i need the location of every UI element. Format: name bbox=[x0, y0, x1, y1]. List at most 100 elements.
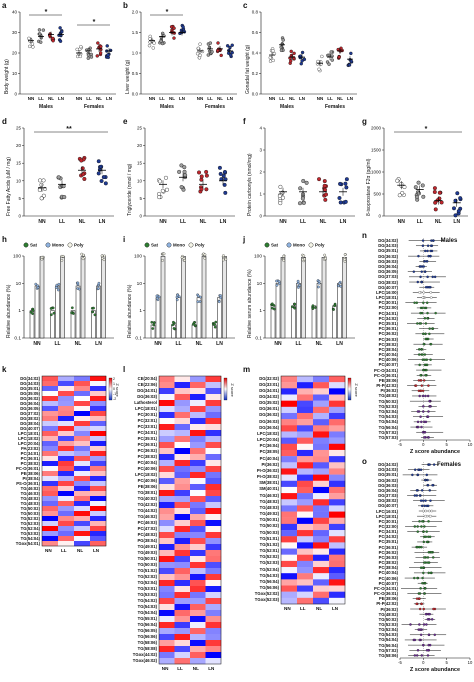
heatmap-frame bbox=[280, 375, 346, 605]
heatmap-cell bbox=[174, 622, 191, 629]
heatmap-cell bbox=[329, 443, 346, 451]
data-point bbox=[82, 176, 87, 181]
z-legend-tick: 1 bbox=[113, 382, 115, 386]
data-point bbox=[416, 525, 419, 528]
heatmap-row-label: TG(52:02) bbox=[20, 515, 40, 521]
data-point bbox=[402, 185, 407, 190]
heatmap-cell bbox=[205, 604, 222, 611]
data-point bbox=[423, 436, 426, 439]
heatmap-cell bbox=[281, 573, 298, 580]
data-point bbox=[217, 300, 221, 304]
heatmap-cell bbox=[205, 538, 222, 545]
data-point bbox=[429, 358, 432, 361]
data-point bbox=[51, 36, 55, 41]
data-point bbox=[323, 253, 326, 257]
y-tick-label: 15 bbox=[16, 161, 22, 166]
data-point bbox=[413, 638, 417, 642]
data-point bbox=[414, 384, 418, 387]
y-tick-label: 500 bbox=[373, 192, 381, 197]
data-point bbox=[34, 282, 38, 286]
heatmap-row-label: TG(58:08) bbox=[137, 645, 157, 651]
y-tick-label: 0.5 bbox=[132, 71, 139, 76]
legend-label: Mono bbox=[173, 243, 185, 248]
group-label: NL bbox=[435, 219, 442, 225]
y-tick-label: 0.4 bbox=[252, 51, 259, 56]
data-point bbox=[423, 581, 427, 585]
legend-swatch-sat bbox=[23, 242, 29, 248]
heatmap-cell bbox=[329, 542, 346, 549]
data-point bbox=[323, 192, 328, 197]
data-point bbox=[422, 623, 426, 626]
heatmap-cell bbox=[205, 376, 222, 383]
heatmap-cell bbox=[74, 416, 91, 422]
y-tick-label: 10 bbox=[12, 71, 18, 76]
data-point bbox=[103, 181, 108, 186]
heatmap-cell bbox=[190, 562, 206, 569]
heatmap-cell bbox=[205, 658, 222, 665]
heatmap-column-label: LL bbox=[177, 666, 183, 671]
data-point bbox=[413, 494, 417, 497]
heatmap-cell bbox=[297, 443, 314, 451]
data-point bbox=[179, 163, 184, 168]
legend-label: Poly bbox=[315, 243, 325, 248]
data-point bbox=[429, 499, 432, 502]
data-point bbox=[207, 45, 212, 50]
heatmap-cell bbox=[190, 460, 206, 467]
heatmap-cell bbox=[174, 400, 191, 407]
group-label: NL bbox=[200, 219, 207, 225]
y-tick-label: 1500 bbox=[371, 148, 382, 153]
data-point bbox=[426, 275, 429, 279]
group-label: NL bbox=[316, 341, 323, 347]
heatmap-row-label: DG(34:01) bbox=[259, 387, 279, 393]
y-tick-label: 0 bbox=[18, 214, 21, 219]
data-point bbox=[101, 175, 106, 180]
heatmap-row-label: TG(53:02) bbox=[20, 530, 40, 536]
group-label: LL bbox=[180, 219, 186, 225]
forest-row-label: LPC(16:01) bbox=[376, 508, 398, 514]
heatmap-cell bbox=[90, 506, 107, 512]
forest-row-label: PC(32:00) bbox=[378, 305, 398, 311]
heatmap-cell bbox=[313, 406, 330, 414]
heatmap-row-label: PI(38:04) bbox=[22, 475, 40, 481]
group-label: NL bbox=[337, 96, 343, 101]
data-point bbox=[418, 494, 422, 497]
data-point bbox=[222, 169, 227, 174]
data-point bbox=[423, 306, 427, 310]
heatmap-row-label: PC(40:06) bbox=[137, 477, 157, 483]
heatmap-cell bbox=[58, 461, 75, 467]
heatmap-row-label: DG(40:07) bbox=[20, 425, 40, 431]
data-point bbox=[421, 306, 424, 310]
data-point bbox=[421, 244, 425, 247]
heatmap-cell bbox=[42, 391, 59, 397]
heatmap-cell bbox=[190, 568, 206, 575]
heatmap-cell bbox=[42, 416, 59, 422]
heatmap-cell bbox=[190, 520, 206, 527]
data-point bbox=[426, 244, 430, 247]
data-point bbox=[427, 504, 430, 508]
forest-row-label: TG(56:04) bbox=[378, 424, 398, 430]
heatmap-cell bbox=[281, 431, 298, 438]
heatmap-cell bbox=[42, 541, 59, 547]
data-point bbox=[230, 43, 234, 47]
y-tick-label: 1.0 bbox=[132, 51, 139, 56]
x-axis-label: Z score abundance bbox=[410, 667, 460, 673]
data-point bbox=[198, 300, 202, 303]
panel-letter-m: m bbox=[243, 365, 251, 374]
data-point bbox=[418, 363, 421, 367]
heatmap-cell bbox=[159, 586, 175, 593]
data-point bbox=[424, 612, 428, 616]
heatmap-cell bbox=[159, 394, 175, 401]
forest-row-label: PC(35:01) bbox=[378, 539, 398, 545]
data-point bbox=[419, 633, 423, 637]
heatmap-cell bbox=[58, 391, 75, 397]
data-point bbox=[422, 499, 425, 502]
data-point bbox=[99, 164, 104, 169]
heatmap-cell bbox=[58, 521, 75, 527]
data-point bbox=[96, 41, 100, 45]
data-point bbox=[425, 540, 429, 544]
group-label: NN bbox=[274, 341, 282, 347]
heatmap-column-label: NN bbox=[45, 548, 52, 553]
forest-row-label: PI(36:02) bbox=[380, 388, 398, 394]
data-point bbox=[304, 180, 309, 185]
heatmap-cell bbox=[90, 466, 107, 472]
